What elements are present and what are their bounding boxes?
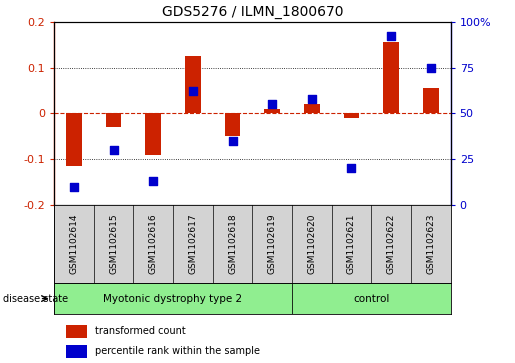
Text: GSM1102617: GSM1102617 [188,214,197,274]
Text: control: control [353,294,389,303]
Point [70,184,78,189]
Bar [383,42,399,113]
Text: GSM1102619: GSM1102619 [268,214,277,274]
Text: GSM1102614: GSM1102614 [70,214,78,274]
Point [228,138,236,144]
Bar [54,283,292,314]
Bar [185,56,201,113]
Text: GSM1102621: GSM1102621 [347,214,356,274]
Text: percentile rank within the sample: percentile rank within the sample [95,346,260,356]
Text: transformed count: transformed count [95,326,185,336]
Point [188,89,197,94]
Text: GSM1102622: GSM1102622 [387,214,396,274]
Bar [304,104,320,113]
Bar [106,113,122,127]
Bar [423,88,439,113]
Bar [66,113,82,166]
Bar [292,283,451,314]
Text: disease state: disease state [3,294,67,303]
Text: GSM1102616: GSM1102616 [149,214,158,274]
Text: GSM1102623: GSM1102623 [426,214,435,274]
Point [149,178,157,184]
Bar [225,113,241,136]
Point [268,101,276,107]
Text: GSM1102618: GSM1102618 [228,214,237,274]
Text: GSM1102615: GSM1102615 [109,214,118,274]
Text: Myotonic dystrophy type 2: Myotonic dystrophy type 2 [104,294,243,303]
Bar [344,113,359,118]
Bar [66,325,87,338]
Point [347,166,355,171]
Bar [66,345,87,358]
Point [387,33,396,39]
Bar [145,113,161,155]
Bar [264,109,280,113]
Title: GDS5276 / ILMN_1800670: GDS5276 / ILMN_1800670 [162,5,343,19]
Point [109,147,117,153]
Point [307,96,316,102]
Point [426,65,435,70]
Text: GSM1102620: GSM1102620 [307,214,316,274]
